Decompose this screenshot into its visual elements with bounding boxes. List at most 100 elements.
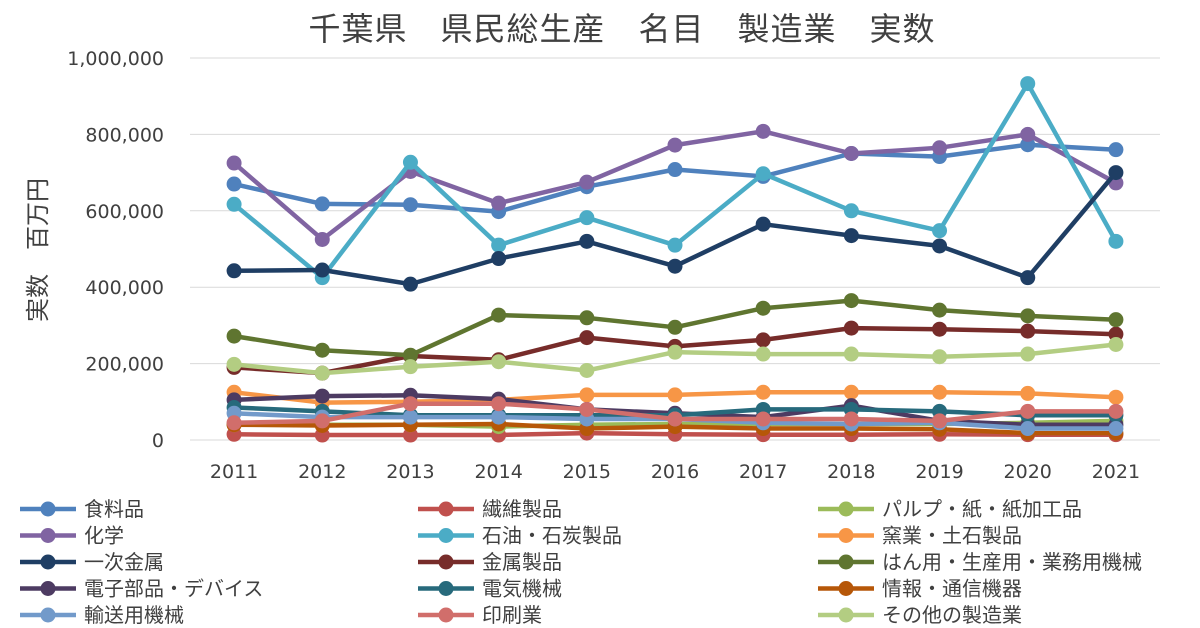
data-point — [226, 155, 242, 171]
legend-entry: 印刷業 — [418, 603, 542, 627]
data-point — [491, 354, 507, 370]
data-point — [1020, 421, 1036, 437]
legend-swatch-marker — [40, 501, 56, 517]
data-point — [579, 401, 595, 417]
series-15 — [226, 337, 1124, 381]
data-point — [226, 415, 242, 431]
data-point — [843, 346, 859, 362]
data-point — [579, 387, 595, 403]
legend-swatch-marker — [838, 581, 854, 596]
legend-swatch-marker — [438, 607, 454, 623]
data-point — [1020, 126, 1036, 142]
data-point — [932, 140, 948, 156]
data-point — [226, 328, 242, 344]
legend-label: 輸送用機械 — [84, 603, 184, 627]
legend-entry: 電子部品・デバイス — [20, 577, 263, 601]
data-point — [932, 223, 948, 239]
x-tick-label: 2018 — [827, 461, 875, 483]
data-point — [843, 293, 859, 309]
x-tick-label: 2021 — [1092, 461, 1140, 483]
data-point — [226, 356, 242, 372]
legend-label: 電気機械 — [482, 577, 562, 601]
data-point — [402, 276, 418, 292]
chart-title: 千葉県 県民総生産 名目 製造業 実数 — [308, 10, 935, 48]
data-point — [491, 396, 507, 412]
data-point — [755, 332, 771, 348]
x-tick-label: 2014 — [474, 461, 522, 483]
legend-label: パルプ・紙・紙加工品 — [882, 497, 1082, 521]
series-7 — [226, 165, 1124, 292]
legend-swatch-marker — [838, 607, 854, 623]
x-tick-label: 2016 — [651, 461, 699, 483]
legend-label: 印刷業 — [482, 603, 542, 627]
legend-entry: はん用・生産用・業務用機械 — [818, 550, 1142, 574]
data-point — [843, 411, 859, 427]
data-point — [402, 396, 418, 412]
data-point — [314, 196, 330, 212]
data-point — [932, 321, 948, 337]
x-tick-label: 2013 — [386, 461, 434, 483]
legend-swatch-marker — [40, 607, 56, 623]
series-14 — [226, 396, 1124, 431]
data-point — [1108, 389, 1124, 405]
data-point — [314, 342, 330, 358]
y-tick-label: 400,000 — [85, 277, 164, 299]
data-point — [579, 174, 595, 190]
x-tick-label: 2020 — [1004, 461, 1052, 483]
data-point — [579, 233, 595, 249]
y-axis-title: 実数 百万円 — [24, 178, 52, 322]
y-tick-label: 800,000 — [85, 124, 164, 146]
data-point — [402, 197, 418, 213]
data-point — [755, 346, 771, 362]
x-tick-label: 2015 — [563, 461, 611, 483]
data-point — [755, 384, 771, 400]
series-lines — [226, 76, 1124, 443]
legend-label: 金属製品 — [482, 550, 562, 574]
data-point — [1108, 142, 1124, 158]
legend-label: 情報・通信機器 — [882, 577, 1022, 601]
data-point — [667, 319, 683, 335]
legend-label: 電子部品・デバイス — [84, 577, 263, 601]
data-point — [1108, 337, 1124, 352]
y-tick-label: 1,000,000 — [67, 48, 164, 70]
data-point — [1020, 403, 1036, 419]
data-point — [579, 210, 595, 226]
data-point — [843, 203, 859, 219]
data-point — [667, 411, 683, 427]
y-tick-label: 600,000 — [85, 201, 164, 223]
data-point — [1020, 308, 1036, 324]
data-point — [843, 320, 859, 336]
legend-entry: 繊維製品 — [418, 497, 562, 521]
y-axis-ticks: 0 200,000 400,000 600,000 800,000 1,000,000 — [67, 48, 164, 452]
data-point — [1020, 346, 1036, 362]
x-tick-label: 2019 — [915, 461, 963, 483]
legend-label: 石油・石炭製品 — [482, 524, 622, 548]
data-point — [667, 137, 683, 153]
legend-label: 一次金属 — [84, 550, 164, 574]
data-point — [579, 362, 595, 378]
legend-entry: 情報・通信機器 — [818, 577, 1022, 601]
data-point — [932, 238, 948, 254]
data-point — [491, 195, 507, 211]
legend-label: 窯業・土石製品 — [882, 524, 1022, 548]
data-point — [667, 162, 683, 178]
y-tick-label: 200,000 — [85, 354, 164, 376]
data-point — [932, 302, 948, 318]
legend-swatch-marker — [40, 528, 56, 543]
legend-swatch-marker — [438, 501, 454, 517]
data-point — [491, 237, 507, 253]
data-point — [402, 359, 418, 375]
x-tick-label: 2017 — [739, 461, 787, 483]
data-point — [843, 146, 859, 161]
data-point — [667, 258, 683, 274]
data-point — [1108, 312, 1124, 328]
data-point — [1108, 421, 1124, 437]
legend-entry: 石油・石炭製品 — [418, 524, 622, 548]
legend-swatch-marker — [438, 528, 454, 543]
data-point — [314, 413, 330, 429]
data-point — [932, 349, 948, 365]
data-point — [1108, 233, 1124, 249]
data-point — [579, 310, 595, 326]
data-point — [1020, 76, 1036, 92]
